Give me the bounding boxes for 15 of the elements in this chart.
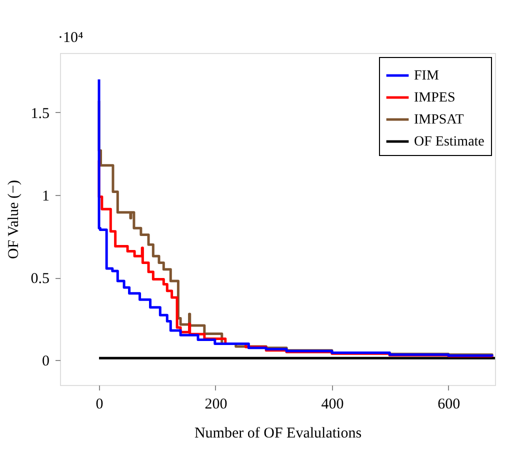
legend-label: IMPSAT [414,112,464,128]
y-tick-label: 0 [42,354,50,370]
x-tick-label: 0 [96,396,104,412]
text: ·10⁴ [58,30,84,46]
y-axis-title: OF Value (−) [6,180,22,260]
x-axis-title: Number of OF Evalulations [194,426,362,442]
y-tick-label: 1.5 [30,106,50,122]
y-tick-label: 0.5 [30,271,50,288]
y-tick-label: 1 [42,188,50,205]
x-tick-label: 600 [438,396,460,412]
legend-label: FIM [414,68,440,84]
x-tick-label: 200 [204,396,228,412]
x-tick-label: 400 [321,396,344,412]
legend-label: IMPES [414,90,456,106]
legend-label: OF Estimate [414,134,484,150]
